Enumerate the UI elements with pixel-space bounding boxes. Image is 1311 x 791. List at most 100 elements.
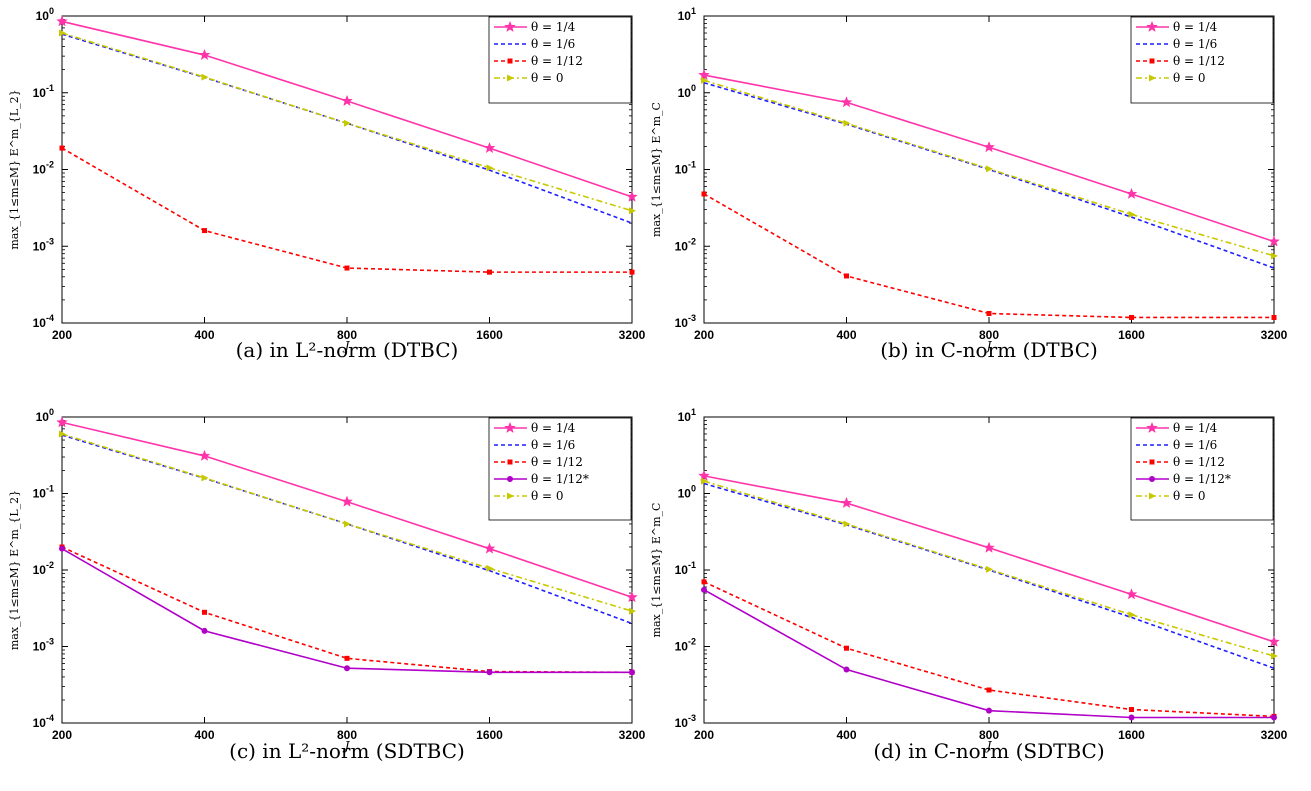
- chart-panel-1: 10-4 10-3 10-2 10-1 100 200 400 800 1600 3200 Jmax…: [8, 6, 646, 362]
- data-point: [986, 687, 992, 693]
- legend-marker: [507, 492, 514, 500]
- data-point: [486, 564, 494, 572]
- chart-caption: (c) in L²-norm (SDTBC): [229, 739, 465, 763]
- chart-caption: (d) in C-norm (SDTBC): [873, 739, 1104, 763]
- x-tick-label: 200: [52, 328, 72, 342]
- legend-label: θ = 1/6: [1173, 438, 1217, 452]
- legend-marker: [504, 20, 516, 33]
- data-point: [629, 669, 635, 676]
- data-point: [344, 265, 350, 271]
- data-point: [844, 645, 849, 651]
- data-point: [698, 469, 710, 481]
- data-point: [1129, 314, 1134, 320]
- legend: θ = 1/4 θ = 1/6 θ = 1/12 θ = 1/12* θ = 0: [1130, 417, 1274, 521]
- data-point: [986, 707, 992, 714]
- chart-caption: (b) in C-norm (DTBC): [880, 338, 1098, 362]
- data-point: [698, 68, 710, 81]
- y-tick-label: 10-2: [675, 236, 696, 253]
- series-line: [703, 81, 1275, 269]
- series-line: [703, 581, 1275, 718]
- legend-box: [1130, 417, 1274, 521]
- legend-label: θ = 1/4: [1173, 421, 1218, 435]
- y-tick-label: 101: [678, 407, 696, 424]
- y-tick-label: 10-3: [33, 637, 54, 654]
- legend-marker: [507, 476, 513, 482]
- y-axis-label: max_{1≤m≤M} E^m_{L_2}: [8, 490, 21, 650]
- x-axis-label: J: [342, 739, 351, 753]
- data-point: [843, 119, 851, 127]
- legend-label: θ = 0: [1173, 489, 1206, 503]
- x-tick-label: 400: [194, 328, 214, 342]
- y-tick-label: 100: [36, 6, 54, 23]
- data-point: [840, 96, 853, 108]
- data-point: [198, 48, 211, 61]
- data-point: [1271, 652, 1278, 660]
- data-point: [483, 542, 496, 554]
- x-tick-label: 200: [694, 728, 714, 742]
- data-point: [201, 627, 208, 634]
- legend-box: [488, 417, 632, 521]
- data-point: [341, 94, 353, 107]
- legend-marker: [507, 58, 513, 64]
- y-tick-label: 10-1: [675, 160, 696, 177]
- legend-label: θ = 1/4: [531, 20, 576, 34]
- y-axis-label: max_{1≤m≤M} E^m_C: [650, 503, 663, 638]
- data-point: [986, 565, 993, 573]
- data-point: [487, 269, 492, 275]
- x-tick-label: 200: [52, 728, 72, 742]
- legend-marker: [504, 421, 516, 434]
- legend-marker: [1146, 20, 1158, 33]
- x-tick-label: 1600: [1118, 328, 1145, 342]
- legend-marker: [1149, 459, 1155, 465]
- y-tick-label: 100: [678, 83, 696, 100]
- data-point: [1129, 707, 1134, 713]
- data-point: [59, 430, 66, 438]
- legend-label: θ = 1/6: [531, 37, 575, 51]
- legend-label: θ = 0: [531, 489, 564, 503]
- series-line: [61, 546, 633, 674]
- x-axis-label: J: [984, 739, 993, 753]
- data-point: [844, 273, 849, 279]
- data-point: [983, 141, 995, 153]
- legend-label: θ = 1/12*: [1173, 472, 1231, 486]
- data-point: [198, 449, 211, 461]
- legend-label: θ = 1/12: [1173, 54, 1225, 68]
- legend: θ = 1/4 θ = 1/6 θ = 1/12 θ = 1/12* θ = 0: [488, 417, 632, 521]
- data-point: [1128, 611, 1136, 619]
- data-point: [626, 591, 638, 603]
- chart-panel-4: 10-3 10-2 10-1 100 101 200 400 800 1600 3200 Jmax_…: [650, 407, 1288, 763]
- x-tick-label: 3200: [619, 328, 646, 342]
- data-point: [59, 145, 65, 151]
- x-tick-label: 1600: [476, 328, 503, 342]
- data-point: [486, 164, 494, 172]
- data-point: [1128, 210, 1136, 218]
- x-tick-label: 400: [194, 728, 214, 742]
- data-point: [486, 669, 493, 676]
- data-point: [843, 520, 851, 528]
- series-line: [61, 547, 632, 674]
- legend-marker: [1149, 74, 1156, 82]
- data-point: [1128, 714, 1135, 721]
- legend-marker: [1149, 58, 1155, 64]
- data-point: [1125, 588, 1138, 600]
- y-tick-label: 10-2: [33, 160, 54, 177]
- data-point: [59, 29, 66, 37]
- data-point: [1268, 635, 1280, 647]
- data-point: [701, 579, 707, 585]
- x-tick-label: 400: [836, 328, 856, 342]
- data-point: [840, 496, 853, 509]
- legend: θ = 1/4 θ = 1/6 θ = 1/12 θ = 0: [1130, 16, 1274, 104]
- data-point: [344, 665, 350, 672]
- data-point: [202, 609, 207, 615]
- data-point: [201, 474, 209, 482]
- y-axis-label: max_{1≤m≤M} E^m_{L_2}: [8, 89, 21, 249]
- y-tick-label: 101: [678, 6, 696, 23]
- legend-marker: [1146, 421, 1158, 434]
- data-point: [626, 190, 638, 202]
- series-line: [61, 147, 632, 273]
- series-line: [703, 589, 1274, 719]
- data-point: [56, 416, 68, 428]
- legend: θ = 1/4 θ = 1/6 θ = 1/12 θ = 0: [488, 16, 632, 104]
- x-tick-label: 1600: [476, 728, 503, 742]
